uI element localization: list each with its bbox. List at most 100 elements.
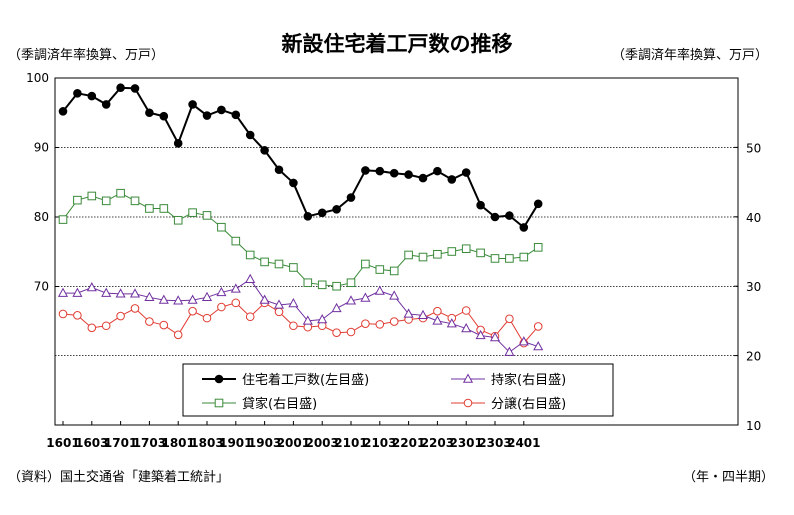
data-point-housing-starts [159, 111, 169, 121]
data-point-owner-occupied [403, 308, 414, 318]
data-point-housing-starts [130, 84, 140, 93]
series-line-housing-starts [62, 86, 540, 229]
data-point-rental [418, 252, 428, 262]
y-right-tick-label: 10 [746, 419, 761, 433]
x-tick-label: 2001 [277, 436, 310, 450]
data-point-housing-starts [116, 83, 125, 93]
data-point-for-sale [87, 323, 97, 333]
x-tick-label: 2401 [507, 436, 540, 450]
data-point-owner-occupied [317, 313, 328, 324]
data-point-owner-occupied [86, 282, 97, 292]
data-point-rental [58, 215, 68, 224]
data-point-housing-starts [519, 223, 529, 232]
data-point-housing-starts [173, 139, 183, 148]
data-point-for-sale [461, 306, 471, 315]
data-point-rental [461, 244, 471, 254]
x-tick-label: 2003 [305, 436, 338, 450]
legend-swatch-marker-for-sale [463, 398, 473, 408]
data-point-owner-occupied [201, 291, 213, 302]
data-point-for-sale [332, 328, 341, 337]
data-point-owner-occupied [144, 291, 155, 302]
chart-title: 新設住宅着工戸数の推移 [281, 32, 513, 56]
data-point-owner-occupied [461, 322, 472, 333]
x-tick-label: 2103 [363, 436, 396, 450]
data-point-for-sale [433, 306, 442, 316]
legend-swatch-marker-owner-occupied [462, 373, 474, 383]
data-point-for-sale [289, 321, 298, 331]
data-point-for-sale [375, 320, 385, 329]
data-point-rental [404, 250, 413, 260]
series-rental [58, 188, 543, 291]
data-point-housing-starts [476, 200, 485, 210]
plot-frame [54, 77, 739, 426]
data-point-housing-starts [332, 205, 341, 214]
y-right-tick-label: 50 [746, 141, 761, 155]
data-point-rental [389, 266, 399, 276]
y-right-tick-label: 40 [746, 211, 761, 225]
x-tick-label: 1703 [133, 436, 166, 450]
data-point-rental [361, 259, 370, 269]
data-point-rental [188, 208, 197, 217]
data-point-owner-occupied [115, 288, 126, 298]
data-point-rental [130, 196, 140, 206]
x-tick-label: 1601 [46, 436, 79, 450]
data-point-housing-starts [101, 100, 111, 109]
data-point-owner-occupied [72, 287, 83, 297]
data-point-housing-starts [289, 178, 298, 188]
data-point-for-sale [145, 317, 154, 326]
source-note: （資料）国土交通省「建築着工統計」 [8, 470, 230, 485]
series-owner-occupied [57, 273, 544, 356]
x-tick-label: 1901 [219, 436, 252, 450]
legend-label-housing-starts: 住宅着工戸数(左目盛) [242, 372, 369, 388]
left-axis-unit-label: （季調済年率換算、万戸） [8, 48, 165, 63]
series-line-for-sale [62, 302, 539, 344]
data-point-owner-occupied [245, 273, 256, 283]
legend-label-rental: 貸家(右目盛) [242, 396, 317, 412]
x-tick-label: 2201 [392, 436, 425, 450]
data-point-rental [101, 196, 111, 206]
data-point-housing-starts [375, 166, 385, 176]
data-point-owner-occupied [57, 287, 69, 297]
data-point-for-sale [389, 317, 399, 326]
data-point-housing-starts [73, 88, 82, 98]
data-point-owner-occupied [187, 294, 198, 304]
data-point-owner-occupied [331, 302, 342, 313]
data-point-rental [490, 254, 500, 263]
data-point-owner-occupied [533, 341, 544, 351]
data-point-housing-starts [361, 166, 370, 175]
data-point-owner-occupied [475, 329, 486, 340]
data-point-housing-starts [461, 168, 471, 177]
x-tick-label: 1701 [104, 436, 137, 450]
data-point-rental [533, 243, 543, 252]
data-point-housing-starts [202, 111, 212, 120]
data-point-rental [346, 278, 356, 288]
data-point-for-sale [217, 302, 226, 312]
x-tick-label: 2203 [421, 436, 454, 450]
data-point-owner-occupied [216, 286, 227, 297]
x-tick-label: 2303 [478, 436, 511, 450]
data-point-for-sale [73, 311, 82, 320]
data-point-for-sale [505, 314, 514, 324]
data-point-owner-occupied [518, 336, 529, 346]
data-point-housing-starts [346, 193, 356, 202]
data-point-for-sale [245, 312, 255, 322]
x-axis-period-label: （年・四半期） [682, 470, 774, 485]
data-point-rental [447, 247, 457, 256]
data-point-rental [231, 236, 241, 246]
data-point-rental [73, 195, 82, 205]
x-tick-label: 1903 [248, 436, 281, 450]
data-point-housing-starts [303, 212, 313, 221]
data-point-owner-occupied [417, 309, 429, 320]
data-point-housing-starts [274, 165, 284, 175]
legend-label-owner-occupied: 持家(右目盛) [491, 372, 566, 388]
x-tick-label: 2301 [449, 436, 482, 450]
y-left-tick-label: 80 [34, 210, 49, 224]
data-point-housing-starts [317, 208, 327, 218]
data-point-for-sale [130, 304, 140, 313]
data-point-rental [116, 188, 125, 198]
y-left-tick-label: 90 [34, 141, 49, 155]
data-point-rental [433, 249, 442, 259]
x-tick-label: 2101 [334, 436, 367, 450]
series-housing-starts [58, 83, 543, 232]
